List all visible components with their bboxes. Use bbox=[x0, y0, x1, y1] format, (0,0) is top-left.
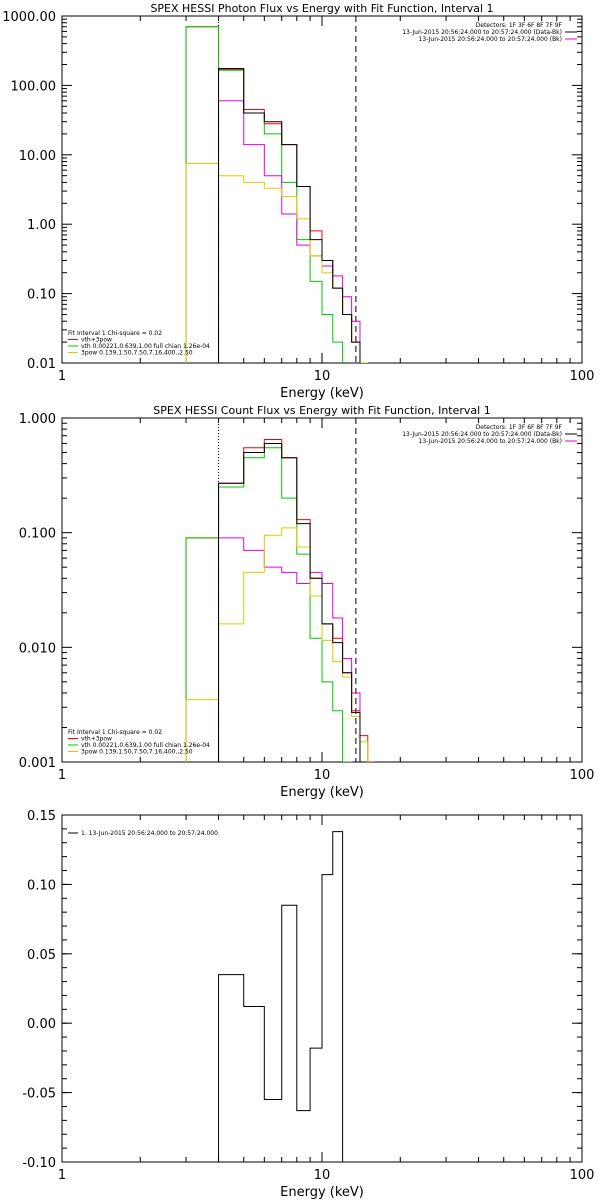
series-line-2 bbox=[185, 26, 344, 363]
x-tick-label: 1 bbox=[58, 369, 66, 384]
y-tick-label: 1.000 bbox=[19, 412, 56, 427]
y-tick-label: 10.00 bbox=[19, 149, 56, 164]
legend-entry: 3pow 0.139,1.50,7.50,7.16,400.,2.50 bbox=[81, 350, 193, 357]
header-line: Detectors: 1F 3F 6F 8F 7F 9F bbox=[476, 424, 563, 431]
y-tick-label: -0.05 bbox=[22, 1087, 56, 1102]
y-tick-label: 100.00 bbox=[11, 79, 57, 94]
x-tick-label: 100 bbox=[570, 1168, 595, 1183]
legend-entry: 3pow 0.139,1.50,7.50,7.16,400.,2.50 bbox=[81, 749, 193, 756]
chart-panel-3: 1 10 100 -0.10 -0.05 0.00 0.05 0.10 0.15 Energy (… bbox=[22, 809, 594, 1200]
x-axis-label: Energy (keV) bbox=[280, 1185, 364, 1200]
header-line: 13-Jun-2015 20:56:24.000 to 20:57:24.000… bbox=[402, 29, 562, 36]
chart-panel-2: SPEX HESSI Count Flux vs Energy with Fit… bbox=[19, 404, 595, 800]
y-tick-label: 0.100 bbox=[19, 527, 56, 542]
series-line-1 bbox=[185, 438, 376, 762]
x-tick-label: 10 bbox=[314, 369, 331, 384]
series-line-3 bbox=[218, 537, 361, 762]
legend-entry: vth+3pow bbox=[81, 337, 112, 344]
series-line-1 bbox=[218, 831, 352, 1162]
y-tick-label: 0.05 bbox=[27, 948, 56, 963]
y-tick-label: 0.15 bbox=[27, 809, 56, 824]
series-line-2 bbox=[185, 447, 353, 762]
series-line-4 bbox=[185, 527, 369, 762]
legend-entry: vth+3pow bbox=[81, 736, 112, 743]
series-line-1 bbox=[185, 26, 369, 363]
header-line: Detectors: 1F 3F 6F 8F 7F 9F bbox=[476, 22, 563, 29]
y-tick-label: 0.10 bbox=[27, 878, 56, 893]
y-tick-label: 1.00 bbox=[27, 218, 56, 233]
legend-entry: 1. 13-Jun-2015 20:56:24.000 to 20:57:24.… bbox=[81, 830, 218, 837]
series-line-5 bbox=[218, 68, 361, 363]
x-tick-label: 1 bbox=[58, 1168, 66, 1183]
header-line: 13-Jun-2015 20:56:24.000 to 20:57:24.000… bbox=[419, 438, 562, 445]
y-tick-label: -0.10 bbox=[22, 1156, 56, 1171]
series-line-4 bbox=[185, 162, 369, 363]
x-axis-label: Energy (keV) bbox=[280, 785, 364, 800]
header-line: 13-Jun-2015 20:56:24.000 to 20:57:24.000… bbox=[419, 36, 562, 43]
x-tick-label: 10 bbox=[314, 768, 331, 783]
legend-entry: Fit Interval 1 Chi-square = 0.02 bbox=[68, 330, 162, 337]
y-tick-label: 1000.00 bbox=[2, 10, 56, 25]
chart-title: SPEX HESSI Photon Flux vs Energy with Fi… bbox=[150, 2, 493, 15]
y-tick-label: 0.01 bbox=[27, 357, 56, 372]
legend-entry: vth 0.00221,0.639,1.00 full chian 1.26e-… bbox=[81, 343, 210, 350]
legend-entry: vth 0.00221,0.639,1.00 full chian 1.26e-… bbox=[81, 742, 210, 749]
x-tick-label: 100 bbox=[570, 369, 595, 384]
series-line-3 bbox=[218, 100, 361, 363]
x-axis-label: Energy (keV) bbox=[280, 386, 364, 401]
y-tick-label: 0.001 bbox=[19, 756, 56, 771]
y-tick-label: 0.010 bbox=[19, 641, 56, 656]
header-line: 13-Jun-2015 20:56:24.000 to 20:57:24.000… bbox=[402, 431, 562, 438]
legend-entry: Fit Interval 1 Chi-square = 0.02 bbox=[68, 729, 162, 736]
x-tick-label: 100 bbox=[570, 768, 595, 783]
y-tick-label: 0.10 bbox=[27, 288, 56, 303]
y-tick-label: 0.00 bbox=[27, 1017, 56, 1032]
x-tick-label: 10 bbox=[314, 1168, 331, 1183]
chart-panel-1: SPEX HESSI Photon Flux vs Energy with Fi… bbox=[2, 2, 594, 401]
series-line-5 bbox=[218, 442, 361, 762]
chart-title: SPEX HESSI Count Flux vs Energy with Fit… bbox=[153, 404, 490, 417]
x-tick-label: 1 bbox=[58, 768, 66, 783]
